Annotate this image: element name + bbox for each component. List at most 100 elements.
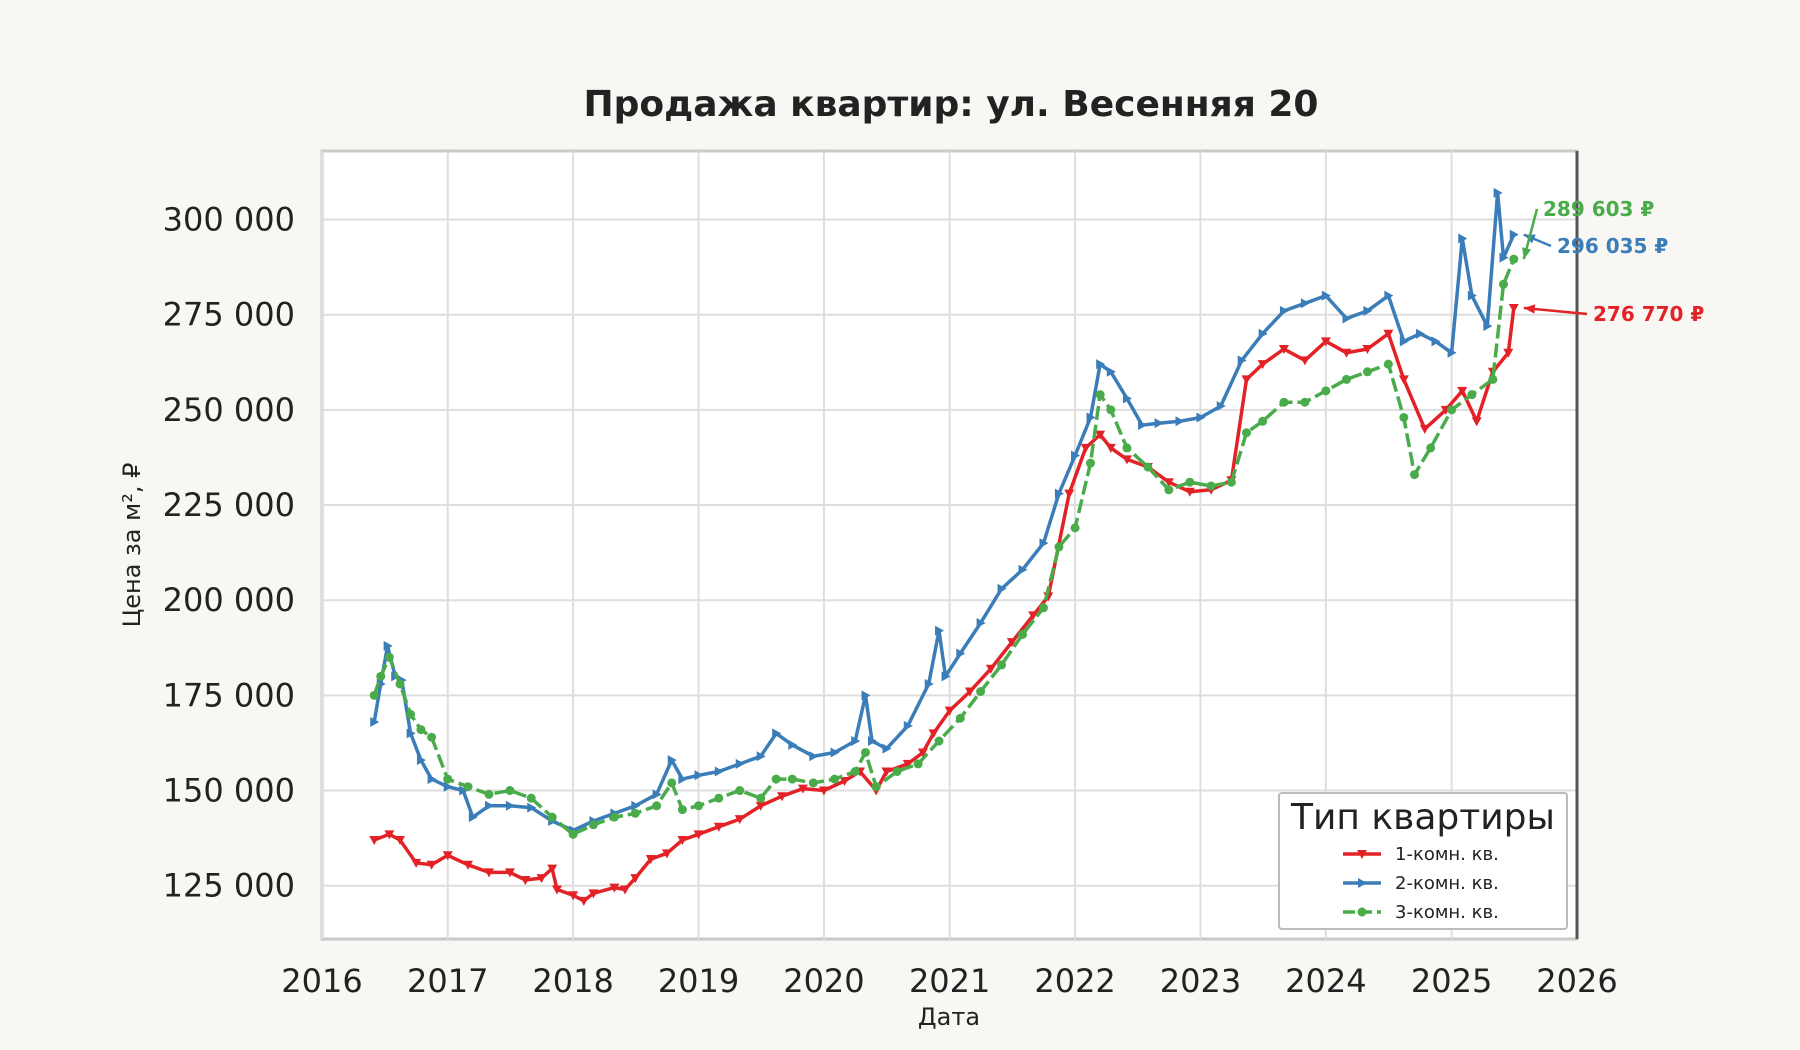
data-point	[504, 868, 515, 878]
series-2	[370, 187, 1519, 836]
x-tick-label: 2025	[1411, 962, 1492, 1000]
last-value-label: 296 035 ₽	[1557, 234, 1668, 258]
data-point	[985, 664, 996, 674]
data-point	[777, 792, 788, 802]
x-axis-ticks: 2016 2017 2018 2019 2020 2021 2022 2023 2024 2025…	[281, 962, 1617, 1000]
data-point	[547, 864, 558, 874]
last-value-label: 276 770 ₽	[1593, 302, 1704, 326]
x-tick-label: 2018	[532, 962, 613, 1000]
data-point	[1064, 489, 1075, 499]
data-point	[1070, 523, 1080, 533]
data-point	[1409, 470, 1419, 480]
data-point	[976, 618, 986, 629]
legend-box	[1278, 792, 1568, 930]
data-point	[1122, 443, 1132, 453]
data-point	[1383, 359, 1393, 369]
data-point	[830, 747, 840, 758]
data-point	[1143, 462, 1153, 472]
data-point	[1321, 290, 1331, 301]
data-point	[839, 777, 850, 787]
data-point	[667, 755, 677, 766]
data-point	[1362, 367, 1372, 377]
data-point	[536, 874, 547, 884]
y-tick-label: 250 000	[163, 391, 295, 429]
data-point	[384, 652, 394, 662]
data-point	[1086, 458, 1096, 468]
data-point	[1018, 629, 1028, 639]
legend-label: 3-комн. кв.	[1395, 902, 1499, 923]
y-tick-label: 300 000	[163, 201, 295, 239]
data-point	[1226, 477, 1236, 487]
x-tick-label: 2022	[1034, 962, 1115, 1000]
data-point	[861, 747, 871, 757]
x-tick-label: 2017	[407, 962, 488, 1000]
chart-title: Продажа квартир: ул. Весенняя 20	[584, 84, 1319, 125]
x-tick-label: 2023	[1160, 962, 1241, 1000]
data-point	[551, 885, 562, 895]
data-point	[903, 720, 913, 731]
x-tick-label: 2021	[909, 962, 990, 1000]
x-tick-label: 2019	[658, 962, 739, 1000]
data-point	[1164, 485, 1174, 495]
data-point	[1196, 412, 1206, 423]
data-point	[1242, 428, 1252, 438]
data-point	[1258, 328, 1268, 339]
data-point	[756, 751, 766, 762]
data-point	[934, 736, 944, 746]
data-point	[997, 583, 1007, 594]
data-point	[394, 836, 405, 846]
y-tick-label: 125 000	[163, 867, 295, 905]
data-point	[851, 736, 861, 747]
last-value-annotations: 276 770 ₽ 296 035 ₽ 289 603 ₽	[1522, 197, 1704, 326]
data-point	[1300, 298, 1310, 309]
data-point	[426, 860, 437, 870]
data-point	[369, 690, 379, 700]
data-point	[443, 774, 453, 784]
data-point	[1095, 390, 1105, 400]
data-point	[1185, 477, 1195, 487]
data-point	[1503, 348, 1514, 358]
data-point	[1471, 417, 1482, 427]
data-point	[1095, 430, 1106, 440]
data-point	[1431, 336, 1441, 347]
data-point	[1498, 279, 1508, 289]
data-point	[771, 774, 781, 784]
data-point	[1278, 344, 1289, 354]
data-point	[1415, 328, 1425, 339]
data-point	[755, 801, 766, 811]
data-point	[678, 774, 688, 785]
data-point	[734, 815, 745, 825]
data-point	[1163, 478, 1174, 488]
data-point	[369, 836, 380, 846]
data-point	[1054, 488, 1064, 499]
data-point	[505, 800, 515, 811]
series-3	[369, 254, 1519, 839]
data-point	[1457, 386, 1468, 396]
data-point	[463, 782, 473, 792]
data-point	[735, 758, 745, 769]
data-point	[881, 767, 892, 777]
data-point	[735, 786, 745, 796]
data-point	[370, 717, 380, 728]
data-point	[1399, 412, 1409, 422]
data-point	[484, 789, 494, 799]
data-point	[416, 725, 426, 735]
data-point	[1508, 303, 1519, 313]
data-point	[1018, 564, 1028, 575]
data-point	[714, 766, 724, 777]
data-point	[1342, 313, 1352, 324]
data-point	[1096, 359, 1106, 370]
data-point	[1321, 386, 1331, 396]
data-point	[694, 770, 704, 781]
data-point	[1279, 397, 1289, 407]
y-axis-label: Цена за м², ₽	[118, 463, 146, 628]
data-point	[1447, 405, 1457, 415]
data-point	[1175, 416, 1185, 427]
data-point	[406, 728, 416, 739]
data-point	[1458, 233, 1468, 244]
data-point	[917, 748, 928, 758]
data-point	[483, 868, 494, 878]
data-point	[1499, 252, 1509, 263]
data-point	[568, 829, 578, 839]
